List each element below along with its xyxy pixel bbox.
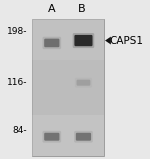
FancyBboxPatch shape [75, 78, 92, 88]
FancyBboxPatch shape [42, 131, 61, 143]
Bar [32, 115, 104, 156]
Text: 198-: 198- [7, 27, 27, 36]
FancyBboxPatch shape [74, 131, 93, 143]
Bar [32, 19, 104, 156]
Text: A: A [48, 4, 56, 14]
FancyBboxPatch shape [74, 35, 93, 46]
FancyBboxPatch shape [42, 37, 61, 49]
FancyBboxPatch shape [44, 39, 59, 47]
Text: CAPS1: CAPS1 [109, 36, 143, 45]
Text: B: B [78, 4, 86, 14]
Text: 116-: 116- [7, 78, 27, 87]
Text: 84-: 84- [13, 126, 27, 135]
FancyBboxPatch shape [73, 33, 94, 48]
FancyBboxPatch shape [76, 133, 91, 141]
FancyBboxPatch shape [44, 133, 59, 141]
FancyBboxPatch shape [76, 80, 90, 86]
Polygon shape [105, 37, 111, 45]
Bar [32, 19, 104, 60]
Bar [32, 60, 104, 115]
